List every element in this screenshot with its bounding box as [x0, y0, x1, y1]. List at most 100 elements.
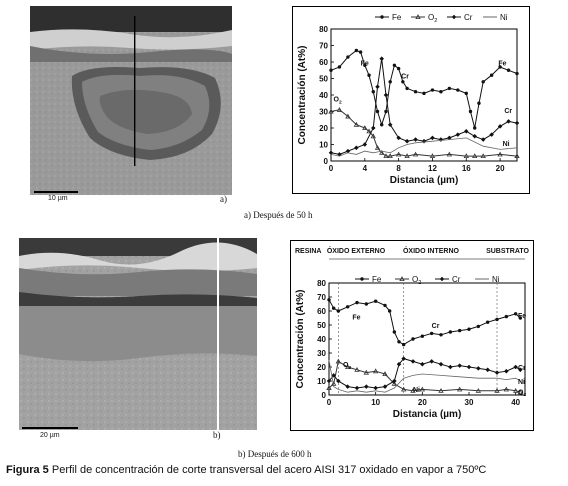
data-point-fe	[384, 109, 388, 114]
x-tick-label: 0	[327, 398, 332, 407]
data-point-cr	[430, 135, 435, 141]
data-point-o2	[395, 151, 402, 157]
data-point-fe	[396, 66, 401, 71]
data-point-cr	[413, 137, 418, 142]
data-point-cr	[354, 145, 359, 151]
data-point-fe	[331, 306, 336, 310]
series-o2	[328, 107, 520, 159]
data-point-fe	[481, 80, 485, 84]
data-point-fe	[345, 305, 350, 309]
chart-b: 0 10 20 30 40 50 60 70 80 0 10 20 30 40 Distancia (µm)…	[290, 240, 534, 431]
chart-b-svg: 0 10 20 30 40 50 60 70 80 0 10 20 30 40 Distancia (µm)…	[295, 246, 530, 420]
data-point-cr	[438, 137, 444, 142]
data-point-fe	[358, 50, 363, 54]
legend-label-fe: Fe	[392, 13, 402, 22]
y-tick-label: 40	[317, 335, 326, 344]
data-point-fe	[373, 299, 378, 303]
data-point-cr	[494, 370, 500, 375]
data-point-o2	[353, 121, 360, 127]
subcaption-a: a) Después de 50 h	[244, 210, 313, 220]
data-point-cr	[485, 367, 490, 373]
subcaption-b: b) Después de 600 h	[238, 449, 312, 459]
data-point-cr	[379, 56, 384, 61]
data-point-fe	[513, 312, 518, 316]
y-tick-label: 50	[317, 321, 326, 330]
micrograph-a	[30, 6, 232, 195]
data-point-cr	[404, 138, 410, 144]
legend-marker-o2	[399, 276, 405, 281]
data-point-o2	[383, 153, 389, 159]
legend: Fe O2 Cr Ni	[375, 13, 508, 24]
figure-number: Figura 5	[6, 464, 49, 476]
data-point-o2	[512, 387, 519, 393]
y-tick-label: 50	[319, 75, 328, 84]
data-point-o2	[517, 389, 524, 395]
data-point-fe	[420, 334, 425, 338]
data-point-fe	[329, 68, 333, 72]
data-point-o2	[387, 153, 393, 159]
data-point-o2	[345, 113, 351, 119]
series-line-fe	[328, 299, 521, 346]
x-tick-label: 8	[396, 164, 401, 173]
data-point-o2	[374, 144, 381, 150]
data-point-cr	[373, 385, 378, 391]
data-point-fe	[346, 55, 350, 59]
y-tick-label: 0	[322, 391, 327, 400]
data-point-cr	[476, 366, 481, 371]
data-point-cr	[364, 384, 369, 389]
y-tick-label: 80	[319, 25, 328, 34]
series-line-o2	[330, 109, 518, 157]
data-point-fe	[498, 65, 502, 69]
data-point-cr	[438, 361, 444, 367]
x-tick-label: 4	[363, 164, 368, 173]
data-point-cr	[466, 364, 472, 370]
y-axis-label: Concentración (At%)	[295, 290, 306, 389]
data-point-cr	[382, 384, 388, 389]
data-point-cr	[506, 119, 511, 124]
y-tick-label: 80	[317, 279, 326, 288]
legend-label-cr: Cr	[452, 275, 461, 284]
zone-label: SUBSTRATO	[486, 248, 529, 255]
data-point-fe	[476, 324, 481, 329]
data-point-o2	[419, 386, 426, 392]
data-point-fe	[375, 109, 380, 114]
data-point-fe	[485, 320, 490, 324]
data-point-fe	[447, 86, 452, 91]
data-point-o2	[497, 151, 503, 157]
legend-label-o2: O2	[428, 13, 437, 24]
legend-marker-fe	[380, 15, 384, 19]
data-point-o2	[472, 153, 478, 159]
data-point-o2	[382, 371, 388, 376]
data-point-fe	[489, 73, 494, 77]
data-point-o2	[370, 133, 376, 139]
annotation-label: Fe	[352, 314, 360, 321]
y-tick-label: 30	[317, 349, 326, 358]
data-point-fe	[473, 126, 477, 130]
legend-label-cr: Cr	[464, 13, 473, 22]
data-point-fe	[363, 63, 367, 67]
annotation-label: Fe	[518, 313, 526, 320]
data-point-fe	[387, 309, 392, 313]
data-point-cr	[472, 133, 477, 139]
data-point-fe	[355, 300, 359, 305]
x-tick-label: 20	[496, 164, 505, 173]
data-point-fe	[429, 331, 434, 336]
scale-label-a: 10 µm	[48, 195, 68, 202]
y-axis-label: Concentración (At%)	[297, 46, 308, 145]
series-fe	[329, 48, 519, 130]
data-point-fe	[422, 91, 426, 96]
data-point-fe	[468, 109, 473, 114]
x-tick-label: 0	[329, 164, 334, 173]
data-point-fe	[495, 317, 499, 322]
chart-a: 0 10 20 30 40 50 60 70 80 0 4 8 12 16 20 Distancia (µm)…	[292, 6, 530, 194]
data-point-fe	[439, 333, 443, 337]
data-point-o2	[335, 358, 342, 364]
data-point-fe	[336, 309, 341, 313]
y-tick-label: 70	[319, 42, 328, 51]
data-point-fe	[413, 90, 418, 94]
data-point-fe	[457, 328, 462, 333]
data-point-cr	[457, 363, 462, 368]
data-point-cr	[448, 364, 453, 370]
data-point-o2	[456, 386, 463, 392]
data-point-fe	[401, 342, 406, 347]
